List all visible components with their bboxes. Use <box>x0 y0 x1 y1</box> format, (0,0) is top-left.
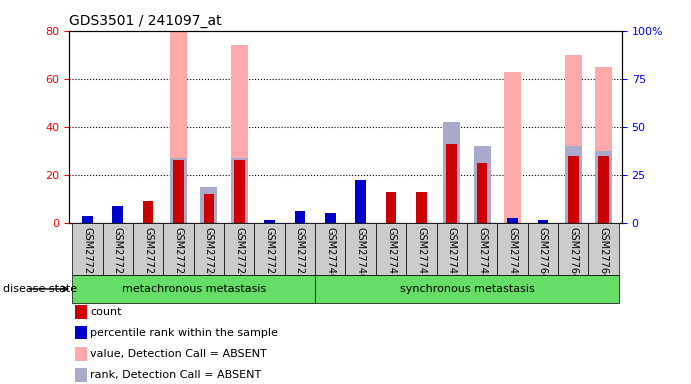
Bar <box>173 161 184 223</box>
Bar <box>254 223 285 275</box>
Bar <box>598 156 609 223</box>
Text: GSM277481: GSM277481 <box>477 227 487 286</box>
Text: disease state: disease state <box>3 284 77 294</box>
Bar <box>82 215 93 223</box>
Text: GSM277477: GSM277477 <box>386 227 396 286</box>
Bar <box>565 146 582 223</box>
Bar <box>82 218 93 223</box>
Text: GSM277494: GSM277494 <box>508 227 518 286</box>
Bar <box>386 192 397 223</box>
Bar <box>113 206 123 223</box>
Bar <box>234 161 245 223</box>
Bar <box>355 184 366 223</box>
Text: rank, Detection Call = ABSENT: rank, Detection Call = ABSENT <box>91 370 262 380</box>
Text: value, Detection Call = ABSENT: value, Detection Call = ABSENT <box>91 349 267 359</box>
Text: GSM277647: GSM277647 <box>568 227 578 286</box>
Text: GSM277256: GSM277256 <box>295 227 305 286</box>
Bar <box>294 211 305 223</box>
Bar <box>596 151 612 223</box>
Bar <box>72 275 315 303</box>
Bar <box>285 223 315 275</box>
Bar <box>75 347 87 361</box>
Text: GSM277253: GSM277253 <box>265 227 274 286</box>
Bar <box>538 220 548 223</box>
Bar <box>170 158 187 223</box>
Text: GSM277646: GSM277646 <box>538 227 548 286</box>
Text: GSM277231: GSM277231 <box>82 227 93 286</box>
Text: GSM277239: GSM277239 <box>173 227 183 286</box>
Bar <box>315 223 346 275</box>
Bar <box>133 223 163 275</box>
Text: GSM277248: GSM277248 <box>234 227 244 286</box>
Bar <box>204 194 214 223</box>
Bar <box>143 201 153 223</box>
Text: GSM277236: GSM277236 <box>113 227 123 286</box>
Bar <box>315 275 619 303</box>
Bar <box>474 146 491 223</box>
Bar <box>224 223 254 275</box>
Bar <box>406 223 437 275</box>
Bar <box>558 223 589 275</box>
Bar <box>437 223 467 275</box>
Bar <box>346 223 376 275</box>
Bar <box>446 144 457 223</box>
Bar <box>200 187 217 223</box>
Bar <box>355 180 366 223</box>
Bar <box>376 223 406 275</box>
Bar <box>193 223 224 275</box>
Bar <box>325 213 336 223</box>
Bar <box>75 326 87 339</box>
Text: synchronous metastasis: synchronous metastasis <box>399 284 534 294</box>
Text: GSM277648: GSM277648 <box>598 227 609 286</box>
Bar <box>75 368 87 382</box>
Text: metachronous metastasis: metachronous metastasis <box>122 284 266 294</box>
Bar <box>163 223 193 275</box>
Bar <box>102 223 133 275</box>
Bar <box>444 122 460 223</box>
Bar <box>294 211 305 223</box>
Bar <box>528 223 558 275</box>
Bar <box>498 223 528 275</box>
Text: GSM277469: GSM277469 <box>356 227 366 286</box>
Bar <box>596 67 612 223</box>
Text: count: count <box>91 307 122 317</box>
Bar <box>231 158 247 223</box>
Bar <box>507 218 518 223</box>
Bar <box>72 223 102 275</box>
Bar <box>504 71 521 223</box>
Text: GSM277238: GSM277238 <box>143 227 153 286</box>
Bar <box>568 156 578 223</box>
Bar <box>416 192 427 223</box>
Bar <box>477 163 487 223</box>
Bar <box>589 223 619 275</box>
Text: GSM277246: GSM277246 <box>204 227 214 286</box>
Bar <box>75 305 87 319</box>
Text: GSM277466: GSM277466 <box>325 227 335 286</box>
Text: GSM277479: GSM277479 <box>447 227 457 286</box>
Bar <box>113 208 123 223</box>
Bar <box>467 223 498 275</box>
Text: GDS3501 / 241097_at: GDS3501 / 241097_at <box>69 14 222 28</box>
Bar <box>231 45 247 223</box>
Bar <box>170 31 187 223</box>
Bar <box>264 220 275 223</box>
Text: percentile rank within the sample: percentile rank within the sample <box>91 328 278 338</box>
Bar <box>565 55 582 223</box>
Text: GSM277478: GSM277478 <box>417 227 426 286</box>
